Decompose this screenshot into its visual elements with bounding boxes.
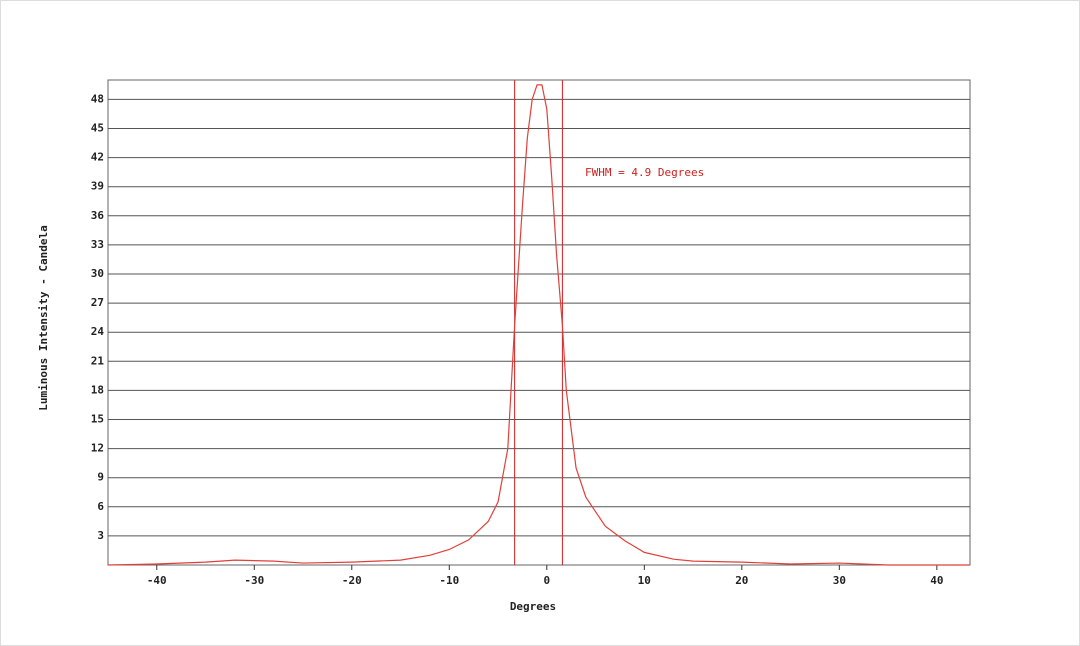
y-tick-label: 12 — [91, 442, 104, 455]
plot-border — [107, 79, 971, 566]
x-tick-label: -20 — [342, 574, 362, 587]
y-axis-label: Luminous Intensity - Candela — [37, 225, 50, 410]
y-tick-label: 39 — [91, 180, 104, 193]
data-line — [107, 84, 970, 566]
x-tick-label: 0 — [543, 574, 550, 587]
x-axis-label: Degrees — [510, 600, 556, 613]
y-tick-label: 33 — [91, 238, 104, 251]
y-tick-label: 45 — [91, 122, 104, 135]
y-tick-label: 21 — [91, 354, 105, 367]
x-tick-label: -30 — [244, 574, 264, 587]
y-tick-label: 27 — [91, 296, 104, 309]
y-tick-label: 15 — [91, 413, 104, 426]
annotation: FWHM = 4.9 Degrees — [585, 166, 704, 179]
x-tick-label: -10 — [439, 574, 459, 587]
y-tick-label: 42 — [91, 151, 104, 164]
x-tick-label: 30 — [833, 574, 846, 587]
y-tick-label: 36 — [91, 209, 105, 222]
y-tick-label: 48 — [91, 92, 104, 105]
x-tick-label: -40 — [147, 574, 167, 587]
y-tick-label: 24 — [91, 325, 105, 338]
y-tick-label: 9 — [97, 471, 104, 484]
y-tick-label: 3 — [97, 529, 104, 542]
x-tick-label: 10 — [638, 574, 651, 587]
y-tick-label: 30 — [91, 267, 104, 280]
x-tick-label: 40 — [930, 574, 943, 587]
y-tick-label: 6 — [97, 500, 104, 513]
x-tick-label: 20 — [735, 574, 748, 587]
y-tick-label: 18 — [91, 383, 104, 396]
